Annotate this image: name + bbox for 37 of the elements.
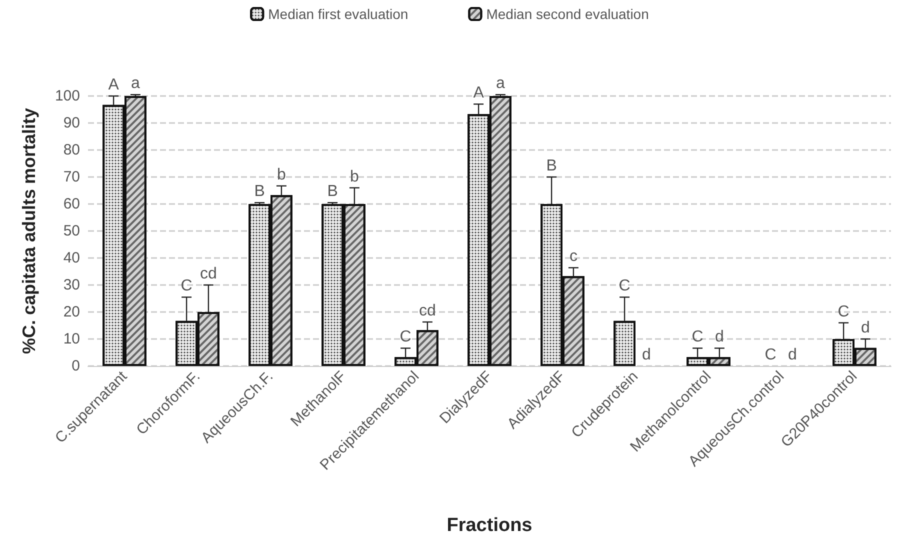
y-tick-label: 60 <box>63 196 80 212</box>
data-label: A <box>108 76 120 94</box>
data-label: a <box>130 75 140 92</box>
y-tick-label: 90 <box>63 114 80 132</box>
data-label: C <box>180 278 192 295</box>
data-label: d <box>860 320 870 336</box>
data-label: C <box>838 303 850 320</box>
data-label: B <box>254 183 265 200</box>
y-tick-label: 0 <box>72 358 80 374</box>
y-tick-label: 20 <box>63 304 80 320</box>
y-tick-label: 30 <box>63 276 80 294</box>
y-tick-label: 70 <box>63 168 80 186</box>
data-label: C <box>618 278 630 295</box>
y-tick-label: 50 <box>63 222 80 240</box>
data-label: b <box>276 166 286 184</box>
legend-label: Median first evaluation <box>268 6 408 22</box>
data-label: d <box>714 328 724 346</box>
y-tick-label: 40 <box>63 250 80 266</box>
data-label: B <box>327 183 338 200</box>
data-label: C <box>692 328 704 346</box>
data-label: c <box>569 248 578 266</box>
data-label: A <box>473 84 484 102</box>
data-label: C <box>400 328 412 346</box>
data-label: a <box>496 75 505 92</box>
data-label: cd <box>418 302 436 320</box>
data-label: d <box>788 346 797 364</box>
data-label: cd <box>200 266 217 282</box>
y-tick-label: 80 <box>63 142 80 158</box>
y-tick-label: 100 <box>54 88 80 104</box>
data-label: B <box>546 158 557 174</box>
x-axis-title: Fractions <box>446 515 532 536</box>
data-label: b <box>350 168 359 186</box>
y-axis-title: %C. capitata adults mortality <box>19 108 39 354</box>
data-label: d <box>642 346 651 364</box>
legend-label: Median second evaluation <box>486 6 649 22</box>
data-label: C <box>764 346 776 364</box>
y-tick-label: 10 <box>63 330 80 348</box>
